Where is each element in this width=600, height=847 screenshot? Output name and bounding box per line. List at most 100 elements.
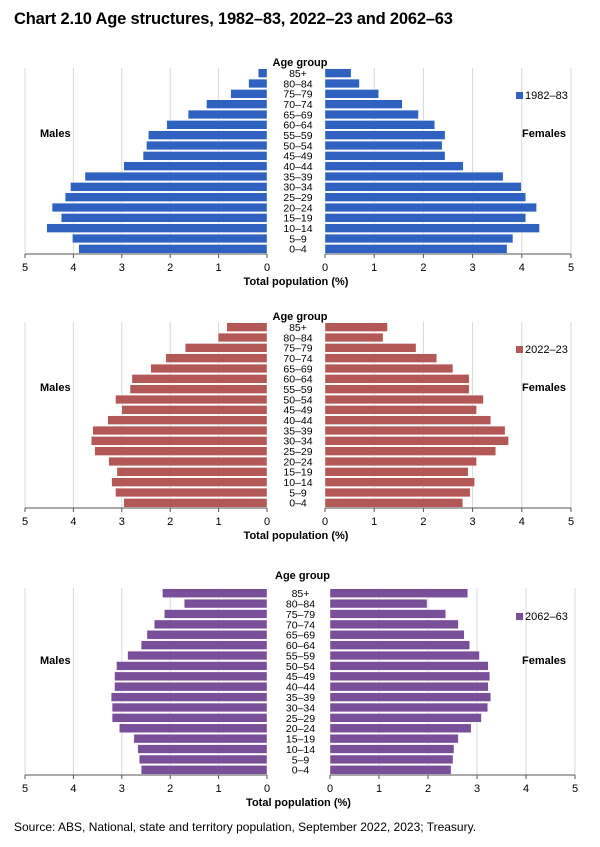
bar-male — [185, 343, 268, 353]
age-group-label: 15–19 — [286, 734, 315, 746]
age-group-label: 10–14 — [283, 477, 312, 489]
bar-female — [324, 384, 470, 394]
age-group-label: 85+ — [289, 322, 307, 334]
bar-male — [46, 223, 268, 233]
age-group-label: 5–9 — [289, 487, 307, 499]
legend-swatch — [516, 613, 523, 620]
bar-female — [324, 353, 437, 363]
pyramid-chart-2022-23: 85+80–8475–7970–7465–6960–6455–5950–5445… — [22, 311, 574, 542]
tick-label-females: 2 — [420, 262, 426, 274]
pyramid-chart-2062-63: 85+80–8475–7970–7465–6960–6455–5950–5445… — [22, 570, 578, 809]
age-group-label: 50–54 — [283, 140, 312, 152]
bar-female — [324, 202, 537, 213]
tick-label-females: 1 — [376, 783, 382, 795]
bar-female — [324, 213, 526, 223]
bar-female — [329, 640, 470, 650]
bar-male — [140, 765, 268, 775]
age-group-label: 25–29 — [283, 192, 312, 204]
legend-swatch — [516, 92, 523, 99]
bar-male — [115, 487, 268, 498]
bar-female — [324, 394, 484, 405]
bar-male — [129, 384, 268, 394]
tick-label-females: 4 — [519, 262, 525, 274]
bar-female — [324, 405, 477, 415]
bar-male — [107, 415, 268, 425]
age-group-label: 20–24 — [283, 456, 312, 468]
tick-label-males: 5 — [22, 783, 28, 795]
bar-female — [329, 671, 490, 681]
age-group-label: 45–49 — [286, 671, 315, 683]
tick-label-females: 1 — [371, 516, 377, 528]
category-axis-title: Age group — [273, 311, 328, 323]
age-group-label: 40–44 — [286, 682, 315, 694]
bar-male — [162, 588, 268, 598]
tick-label-males: 5 — [22, 262, 28, 274]
tick-label-males: 2 — [167, 516, 173, 528]
bar-male — [206, 99, 268, 109]
age-group-label: 65–69 — [286, 630, 315, 642]
bar-female — [324, 477, 475, 487]
bar-male — [114, 671, 268, 681]
tick-label-males: 3 — [119, 783, 125, 795]
bar-female — [329, 723, 472, 733]
bar-female — [329, 588, 468, 598]
bar-female — [324, 171, 504, 182]
age-group-label: 30–34 — [283, 182, 312, 194]
tick-label-males: 0 — [264, 516, 270, 528]
bar-female — [324, 99, 403, 109]
bar-female — [324, 89, 379, 99]
males-label: Males — [40, 382, 71, 394]
bar-female — [324, 192, 526, 202]
bar-male — [142, 151, 268, 161]
age-group-label: 15–19 — [283, 467, 312, 479]
bar-female — [329, 619, 459, 629]
age-group-label: 35–39 — [283, 425, 312, 437]
bar-female — [329, 692, 491, 702]
tick-label-males: 1 — [216, 516, 222, 528]
legend-label: 2022–23 — [525, 344, 568, 356]
tick-label-males: 3 — [119, 262, 125, 274]
age-group-label: 10–14 — [283, 223, 312, 235]
age-group-label: 75–79 — [283, 343, 312, 355]
bar-male — [108, 456, 268, 467]
tick-label-females: 5 — [568, 516, 574, 528]
bar-female — [324, 140, 443, 151]
females-label: Females — [522, 128, 566, 140]
tick-label-males: 4 — [70, 783, 76, 795]
bar-male — [150, 363, 268, 374]
females-label: Females — [522, 655, 566, 667]
age-group-label: 75–79 — [286, 609, 315, 621]
bar-male — [64, 192, 268, 202]
bar-female — [324, 374, 470, 384]
bar-male — [148, 130, 268, 140]
age-group-label: 80–84 — [286, 598, 315, 610]
tick-label-males: 1 — [216, 783, 222, 795]
bar-male — [114, 682, 268, 692]
bar-female — [324, 456, 477, 467]
bar-female — [329, 702, 488, 713]
bar-male — [111, 702, 268, 713]
bar-female — [324, 332, 384, 343]
males-label: Males — [40, 655, 71, 667]
bar-male — [140, 640, 268, 650]
bar-male — [226, 322, 268, 332]
tick-label-females: 3 — [470, 262, 476, 274]
bar-male — [116, 467, 268, 477]
age-group-label: 80–84 — [283, 332, 312, 344]
bar-male — [146, 140, 268, 151]
x-axis-title: Total population (%) — [244, 530, 349, 542]
bar-female — [324, 322, 388, 332]
bar-male — [123, 498, 268, 508]
bar-male — [78, 244, 268, 254]
bar-female — [324, 415, 492, 425]
tick-label-females: 4 — [523, 783, 529, 795]
bar-male — [146, 630, 268, 640]
age-group-label: 5–9 — [289, 233, 307, 245]
age-group-label: 65–69 — [283, 363, 312, 375]
chart-title: Chart 2.10 Age structures, 1982–83, 2022… — [14, 10, 453, 28]
bar-male — [110, 692, 268, 702]
bar-male — [72, 233, 268, 244]
bar-male — [184, 598, 268, 609]
bar-male — [133, 734, 268, 744]
bar-male — [164, 609, 268, 619]
